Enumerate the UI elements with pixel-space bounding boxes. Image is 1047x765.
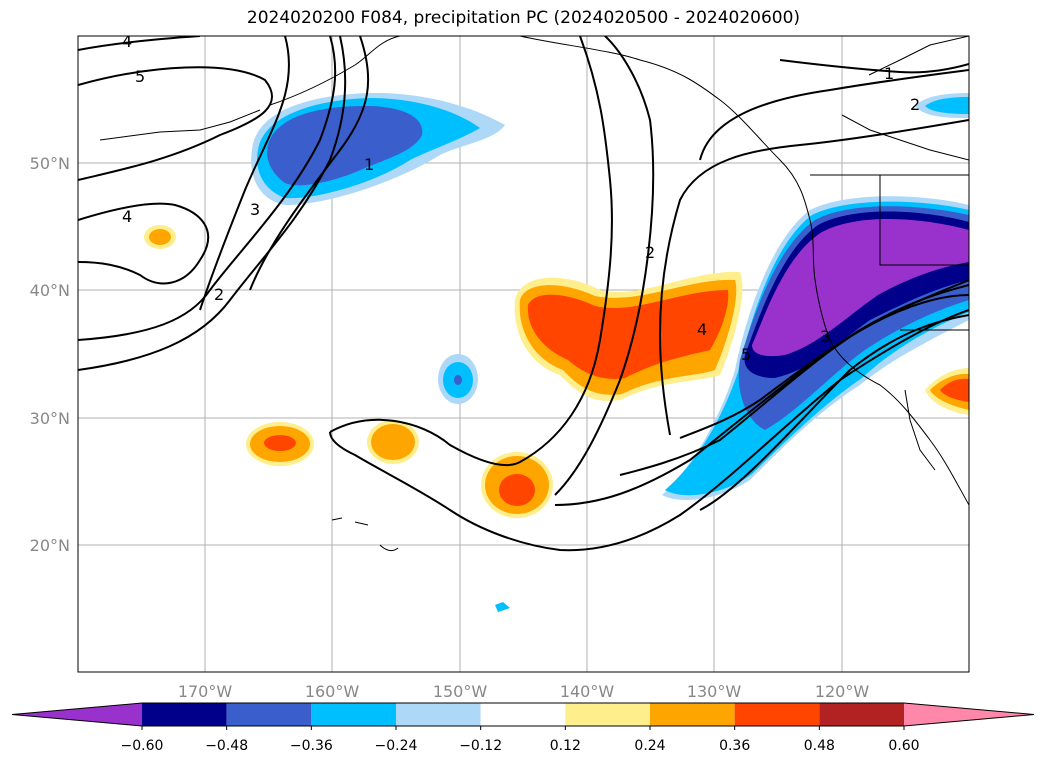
colorbar-segment xyxy=(480,703,566,726)
lon-label-150w: 150°W xyxy=(433,682,488,701)
lat-label-20n: 20°N xyxy=(30,536,70,555)
coastlines xyxy=(99,36,969,552)
contour-label: 2 xyxy=(214,285,224,304)
longitude-labels: 170°W 160°W 150°W 140°W 130°W 120°W xyxy=(178,682,870,701)
colorbar-tick-label: 0.48 xyxy=(804,738,835,754)
colorbar-tick-label: −0.48 xyxy=(205,738,248,754)
colorbar-tick-label: 0.12 xyxy=(550,738,581,754)
map-area: 4 5 1 2 3 4 2 2 4 5 3 1 xyxy=(78,32,969,672)
lon-label-130w: 130°W xyxy=(687,682,742,701)
colorbar-segment xyxy=(396,703,481,726)
contour-label: 4 xyxy=(122,207,132,226)
contour-label: 3 xyxy=(820,327,830,346)
contour-labels: 4 5 1 2 3 4 2 2 4 5 3 1 xyxy=(122,32,920,364)
colorbar-segment xyxy=(565,703,650,726)
lon-label-140w: 140°W xyxy=(560,682,615,701)
colorbar-segment xyxy=(819,703,904,726)
lat-label-40n: 40°N xyxy=(30,281,70,300)
colorbar-segment xyxy=(734,703,820,726)
contours xyxy=(78,36,969,552)
contour-label: 5 xyxy=(741,345,751,364)
positive-anomaly-small-blobs xyxy=(144,93,969,612)
latitude-labels: 50°N 40°N 30°N 20°N xyxy=(30,154,70,555)
figure-title: 2024020200 F084, precipitation PC (20240… xyxy=(246,8,801,28)
colorbar xyxy=(11,702,1035,727)
contour-label: 4 xyxy=(122,32,132,51)
lon-label-160w: 160°W xyxy=(305,682,360,701)
colorbar-tick-label: −0.36 xyxy=(290,738,333,754)
lat-label-50n: 50°N xyxy=(30,154,70,173)
negative-anomaly-gulf-of-alaska xyxy=(251,92,505,205)
contour-label: 1 xyxy=(364,155,374,174)
colorbar-tick-label: −0.60 xyxy=(121,738,164,754)
colorbar-segment xyxy=(142,703,227,726)
colorbar-segment xyxy=(650,703,735,726)
lon-label-120w: 120°W xyxy=(815,682,870,701)
map-frame xyxy=(77,35,970,673)
contour-label: 2 xyxy=(645,243,655,262)
contour-label: 1 xyxy=(884,64,894,83)
colorbar-tick-label: −0.24 xyxy=(375,738,418,754)
colorbar-tick-label: 0.36 xyxy=(719,738,750,754)
colorbar-segment xyxy=(226,703,312,726)
contour-label: 4 xyxy=(697,320,707,339)
colorbar-labels: −0.60 −0.48 −0.36 −0.24 −0.12 0.12 0.24 0.36 0.4… xyxy=(121,726,920,754)
colorbar-tick-label: 0.24 xyxy=(634,738,665,754)
contour-label: 2 xyxy=(910,95,920,114)
lat-label-30n: 30°N xyxy=(30,409,70,428)
colorbar-tick-label: −0.12 xyxy=(459,738,502,754)
lon-label-170w: 170°W xyxy=(178,682,233,701)
gridlines xyxy=(78,36,969,672)
colorbar-segment xyxy=(311,703,396,726)
positive-anomaly-central-pacific xyxy=(514,271,743,401)
contour-label: 3 xyxy=(250,200,260,219)
colorbar-tick-label: 0.60 xyxy=(888,738,919,754)
colorbar-extend-low xyxy=(12,703,142,726)
contour-label: 5 xyxy=(135,67,145,86)
colorbar-extend-high xyxy=(904,703,1034,726)
